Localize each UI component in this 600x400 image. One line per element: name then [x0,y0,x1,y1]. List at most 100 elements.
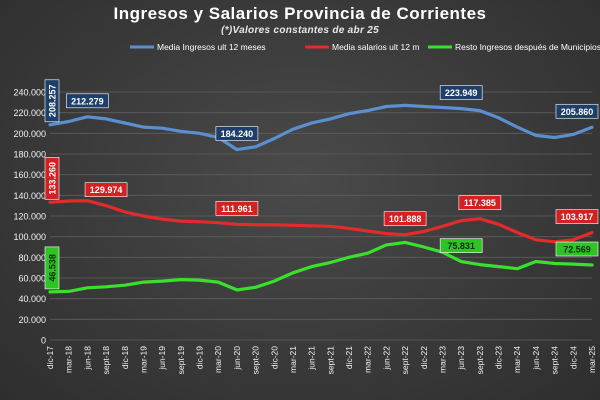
data-label: 75.831 [439,238,483,253]
x-tick-label: dic-22 [419,346,429,369]
x-tick-label: jun-21 [307,346,317,371]
data-label: 117.385 [458,195,502,211]
data-label-box [66,93,109,109]
data-label-text: 75.831 [447,241,475,251]
y-tick-label: 40.000 [18,294,46,304]
x-tick-label: mar-20 [213,346,223,373]
data-label-text: 184.240 [221,129,254,139]
y-tick-label: 140.000 [13,191,46,201]
series-line-1 [48,103,594,152]
y-tick-label: 160.000 [13,170,46,180]
series-lines [48,103,594,294]
series-line-2 [48,199,594,244]
x-tick-label: dic-21 [344,346,354,369]
data-label-box [44,156,60,200]
x-tick-label: jun-18 [82,346,92,371]
data-label-text: 101.888 [389,214,422,224]
x-tick-label: mar-19 [138,346,148,373]
y-tick-label: 20.000 [18,315,46,325]
legend-label: Media salarios ult 12 m [332,42,419,52]
data-label-box [44,79,60,123]
data-label: 103.917 [555,209,599,224]
x-tick-label: mar-22 [363,346,373,373]
x-tick-label: jun-22 [381,346,391,371]
x-axis-ticks: dic-17 mar-18 jun-18 sept-18 dic-18 mar-19 jun… [45,346,597,375]
x-tick-label: jun-20 [232,346,242,371]
data-label: 129.974 [84,182,128,197]
x-tick-label: dic-18 [120,346,130,369]
x-tick-label: dic-17 [45,346,55,369]
x-tick-label: sept-23 [475,346,485,375]
y-axis-ticks: 0 20.000 40.000 60.000 80.000 100.000 120.000 1… [13,88,46,346]
data-label-text: 133.260 [48,162,58,195]
data-label: 184.240 [215,126,259,141]
data-label-text: 117.385 [464,198,496,208]
data-label-text: 103.917 [561,212,594,222]
x-tick-label: sept-19 [176,346,186,375]
data-label-box [215,126,259,141]
data-label-box [44,246,60,290]
data-label-box [383,211,427,227]
x-tick-label: mar-25 [587,346,597,373]
data-label: 212.279 [66,93,109,109]
x-tick-label: sept-20 [251,346,261,375]
legend-label: Resto Ingresos después de Municipios [455,42,600,52]
x-tick-label: mar-18 [64,346,74,373]
y-tick-label: 120.000 [13,212,46,222]
legend: Media Ingresos ult 12 meses Media salario… [130,42,600,52]
data-label-text: 46.538 [48,254,58,282]
x-tick-label: sept-18 [101,346,111,375]
data-label-box [458,195,502,211]
data-label-box [555,241,599,257]
data-label-text: 72.569 [563,245,591,255]
x-tick-label: mar-21 [288,346,298,373]
x-tick-label: mar-23 [437,346,447,373]
data-label: 223.949 [439,85,483,100]
x-tick-label: sept-21 [325,346,335,375]
x-tick-label: dic-20 [269,346,279,369]
legend-label: Media Ingresos ult 12 meses [157,42,266,52]
y-tick-label: 60.000 [18,274,46,284]
y-tick-label: 240.000 [13,88,46,98]
y-tick-label: 0 [41,336,46,346]
x-tick-label: jun-19 [157,346,167,371]
chart-title: Ingresos y Salarios Provincia de Corrien… [113,4,487,23]
x-tick-label: sept-22 [400,346,410,375]
data-label-box [555,209,599,224]
data-label-text: 111.961 [221,204,253,214]
x-tick-label: sept-24 [550,346,560,375]
data-label-box [439,238,483,253]
data-label-text: 223.949 [445,88,478,98]
y-tick-label: 80.000 [18,253,46,263]
data-label: 205.860 [555,103,599,119]
series-line-3 [48,240,594,294]
data-label: 101.888 [383,211,427,227]
data-label-box [439,85,483,100]
x-tick-label: dic-19 [195,346,205,369]
y-tick-label: 220.000 [13,108,46,118]
gridlines [50,91,592,341]
chart-subtitle: (*)Valores constantes de abr 25 [221,25,379,36]
x-tick-label: dic-24 [568,346,578,369]
y-tick-label: 100.000 [13,232,46,242]
data-label: 133.260 [44,156,60,200]
data-label-text: 129.974 [90,185,123,195]
x-tick-label: jun-24 [531,346,541,371]
x-tick-label: mar-24 [512,346,522,373]
y-tick-label: 200.000 [13,129,46,139]
y-tick-label: 180.000 [13,150,46,160]
data-label-box [84,182,128,197]
x-tick-label: jun-23 [456,346,466,371]
data-labels: 208.257 212.279 184.240 223.949 205.860 133.2… [44,79,599,290]
data-label-text: 208.257 [48,85,58,118]
data-label: 46.538 [44,246,60,290]
data-label-box [215,201,259,216]
data-label: 208.257 [44,79,60,123]
data-label: 72.569 [555,241,599,257]
data-label-box [555,103,599,119]
data-label-text: 212.279 [71,96,104,106]
data-label-text: 205.860 [561,107,594,117]
data-label: 111.961 [215,201,259,216]
